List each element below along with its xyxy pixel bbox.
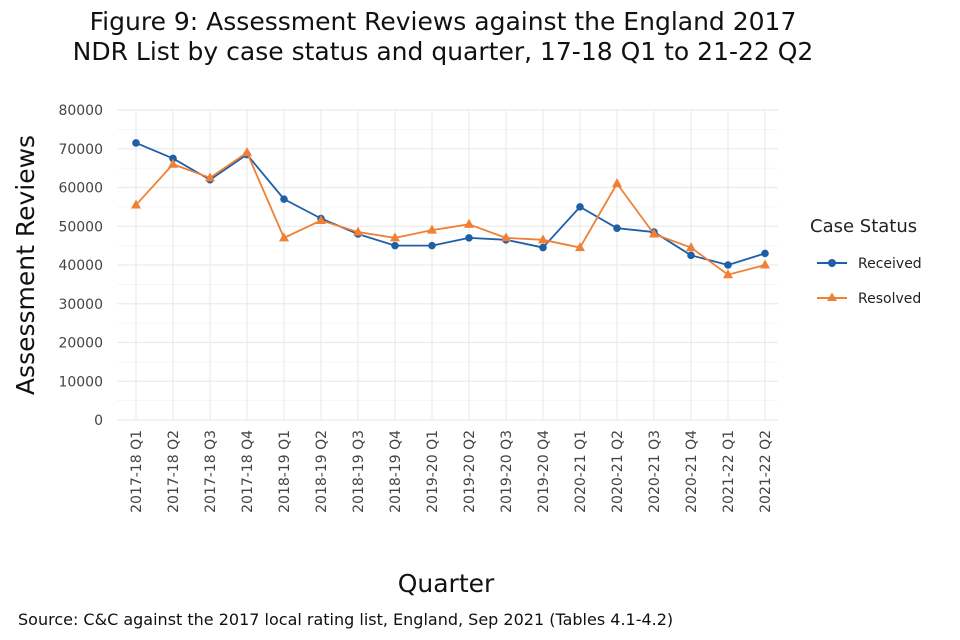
data-point-resolved	[316, 214, 326, 224]
data-point-received	[428, 241, 436, 250]
x-tick-label: 2019-20 Q4	[536, 430, 552, 513]
y-tick-label: 70000	[58, 142, 103, 158]
data-point-received	[169, 154, 177, 163]
data-point-resolved	[427, 224, 437, 234]
y-tick-label: 10000	[58, 374, 103, 390]
x-axis-title: Quarter	[398, 569, 495, 598]
data-point-received	[613, 224, 621, 232]
data-point-resolved	[686, 242, 696, 252]
data-point-resolved	[279, 232, 289, 242]
legend-label-received: Received	[858, 256, 922, 272]
series-lines	[131, 139, 770, 279]
x-axis-ticks: 2017-18 Q1 2017-18 Q2 2017-18 Q3 2017-18 Q4…	[129, 430, 774, 513]
chart-title-line-1: Figure 9: Assessment Reviews against the…	[90, 7, 797, 36]
series-line-received	[135, 142, 766, 266]
series-line-resolved	[135, 151, 766, 276]
x-tick-label: 2019-20 Q2	[462, 430, 478, 513]
chart-title-line-2: NDR List by case status and quarter, 17-…	[73, 37, 814, 66]
source-caption: Source: C&C against the 2017 local ratin…	[18, 610, 673, 629]
legend-label-resolved: Resolved	[858, 291, 921, 307]
data-point-resolved	[205, 172, 215, 182]
data-point-received	[391, 241, 399, 250]
data-point-resolved	[501, 232, 511, 242]
legend-item-received: Received	[817, 256, 922, 272]
y-axis-title: Assessment Reviews	[11, 135, 40, 395]
data-point-resolved	[575, 242, 585, 252]
data-point-received	[687, 251, 695, 260]
x-tick-label: 2018-19 Q2	[314, 430, 330, 513]
y-axis-ticks: 0 10000 20000 30000 40000 50000 60000 70000 8000…	[58, 103, 103, 429]
x-tick-label: 2021-22 Q2	[758, 430, 774, 513]
data-point-received	[132, 139, 140, 147]
data-point-resolved	[242, 147, 252, 157]
x-tick-label: 2018-19 Q3	[351, 430, 367, 513]
x-tick-label: 2020-21 Q1	[573, 430, 589, 513]
data-point-resolved	[612, 178, 622, 188]
legend-item-resolved: Resolved	[817, 291, 921, 307]
x-tick-label: 2017-18 Q4	[240, 430, 256, 513]
data-point-received	[465, 234, 473, 242]
x-tick-label: 2018-19 Q4	[388, 430, 404, 513]
x-tick-label: 2020-21 Q2	[610, 430, 626, 513]
data-point-received	[576, 203, 584, 211]
y-tick-label: 0	[94, 413, 103, 429]
x-tick-label: 2020-21 Q3	[647, 430, 663, 513]
data-point-resolved	[131, 199, 141, 209]
legend-title: Case Status	[810, 216, 917, 237]
x-tick-label: 2021-22 Q1	[721, 430, 737, 513]
y-tick-label: 80000	[58, 103, 103, 119]
data-point-resolved	[760, 259, 770, 269]
x-tick-label: 2020-21 Q4	[684, 430, 700, 513]
legend-marker-received	[828, 259, 836, 267]
data-point-received	[280, 195, 288, 203]
legend-marker-resolved	[827, 292, 837, 301]
grid	[117, 109, 778, 421]
x-tick-label: 2017-18 Q3	[203, 430, 219, 513]
y-tick-label: 30000	[58, 297, 103, 313]
x-tick-label: 2019-20 Q3	[499, 430, 515, 513]
y-tick-label: 40000	[58, 258, 103, 274]
x-tick-label: 2019-20 Q1	[425, 430, 441, 513]
y-tick-label: 60000	[58, 181, 103, 197]
data-point-resolved	[353, 226, 363, 236]
data-point-received	[539, 243, 547, 252]
y-tick-label: 20000	[58, 336, 103, 352]
data-point-resolved	[538, 234, 548, 244]
x-tick-label: 2017-18 Q2	[166, 430, 182, 513]
data-point-resolved	[390, 232, 400, 242]
data-point-resolved	[723, 269, 733, 279]
data-point-resolved	[649, 228, 659, 238]
data-point-resolved	[168, 158, 178, 168]
legend: Case Status Received Resolved	[810, 216, 922, 307]
data-point-resolved	[464, 218, 474, 228]
data-point-received	[724, 261, 732, 269]
x-tick-label: 2018-19 Q1	[277, 430, 293, 513]
data-point-received	[761, 249, 769, 258]
y-tick-label: 50000	[58, 219, 103, 235]
x-tick-label: 2017-18 Q1	[129, 430, 145, 513]
